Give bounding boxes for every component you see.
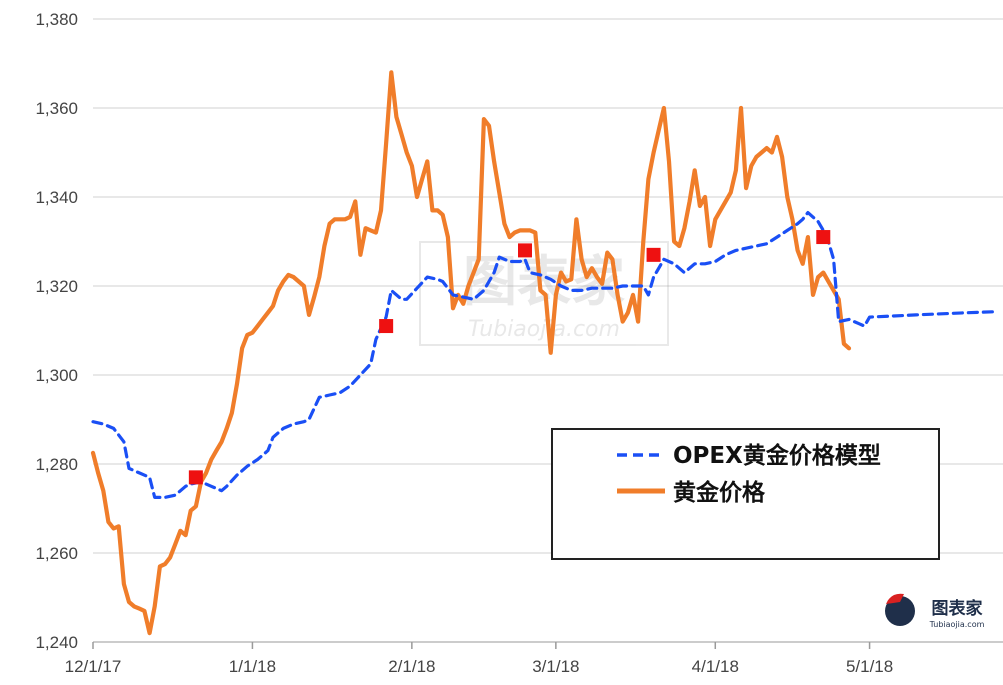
axes: 1,240 1,260 1,280 1,300 1,320 1,340 1,360 1,380… [35, 10, 1003, 676]
marker-point [188, 470, 203, 485]
watermark-frame [419, 241, 669, 346]
logo-head-icon [885, 596, 915, 626]
x-tick-label: 3/1/18 [532, 657, 579, 676]
x-tick-label: 12/1/17 [65, 657, 122, 676]
watermark-subtext: Tubiaojia.com [468, 317, 620, 342]
x-tick-label: 2/1/18 [388, 657, 435, 676]
x-tick-label: 1/1/18 [229, 657, 276, 676]
marker-point [816, 230, 831, 245]
markers [188, 230, 831, 485]
y-tick-label: 1,240 [35, 633, 78, 652]
logo: 图表家 Tubiaojia.com [885, 593, 985, 629]
grid-lines [93, 18, 1003, 643]
legend-box [551, 428, 940, 560]
series-line-opex-model [91, 211, 995, 499]
y-tick-label: 1,280 [35, 455, 78, 474]
series-line-gold-price [90, 70, 852, 636]
legend-label-gold: 黄金价格 [673, 479, 766, 506]
y-tick-label: 1,360 [35, 99, 78, 118]
legend-label-opex: OPEX黄金价格模型 [673, 442, 881, 469]
legend: OPEX黄金价格模型 黄金价格 [551, 428, 940, 560]
logo-accent-icon [886, 593, 904, 604]
y-tick-label: 1,300 [35, 366, 78, 385]
marker-point [646, 247, 661, 262]
series-layer [90, 70, 995, 636]
y-tick-label: 1,380 [35, 10, 78, 29]
x-tick-label: 4/1/18 [692, 657, 739, 676]
y-tick-label: 1,260 [35, 544, 78, 563]
marker-point [379, 319, 394, 334]
y-tick-label: 1,340 [35, 188, 78, 207]
logo-text: 图表家 [932, 598, 983, 619]
y-tick-label: 1,320 [35, 277, 78, 296]
x-tick-label: 5/1/18 [846, 657, 893, 676]
marker-point [518, 243, 532, 258]
logo-subtext: Tubiaojia.com [929, 620, 985, 629]
